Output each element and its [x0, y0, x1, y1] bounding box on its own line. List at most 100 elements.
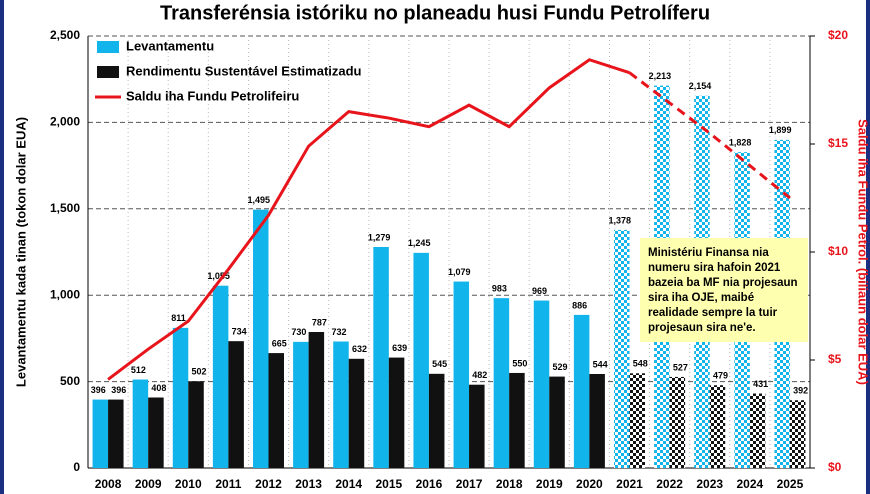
bar [573, 314, 590, 468]
data-label: 544 [593, 359, 608, 369]
bar [148, 397, 164, 468]
data-label: 529 [553, 362, 568, 372]
data-label: 734 [232, 327, 247, 337]
data-label: 1,899 [769, 125, 792, 135]
data-label: 730 [291, 327, 306, 337]
x-tick-label: 2020 [576, 477, 603, 491]
bar [132, 379, 149, 468]
data-label: 787 [312, 317, 327, 327]
bar [253, 209, 269, 468]
data-label: 732 [331, 327, 346, 337]
data-label: 431 [753, 379, 768, 389]
y2-tick-label: $15 [828, 136, 848, 150]
data-label: 548 [633, 359, 648, 369]
data-label: 527 [673, 362, 688, 372]
data-label: 983 [492, 284, 507, 294]
bar [614, 229, 630, 468]
bar [333, 341, 349, 468]
chart-title: Transferénsia istóriku no planeadu husi … [160, 2, 710, 24]
data-label: 392 [793, 386, 808, 396]
x-tick-label: 2012 [255, 477, 282, 491]
data-label: 1,055 [207, 271, 230, 281]
x-tick-label: 2016 [416, 477, 443, 491]
y-axis-label: Levantamentu kada tinan (tokon dolar EUA… [13, 117, 28, 387]
bar [188, 381, 204, 468]
data-label: 1,828 [729, 137, 752, 147]
data-label: 1,079 [448, 267, 471, 277]
data-label: 408 [151, 383, 166, 393]
y2-axis-label: Saldu iha Fundu Petrol. (biliaun dolar E… [856, 119, 870, 385]
bar [493, 298, 510, 468]
bar [108, 399, 124, 468]
bar [212, 285, 229, 468]
bar [388, 357, 405, 468]
data-label: 969 [532, 286, 547, 296]
x-tick-label: 2017 [456, 477, 483, 491]
data-label: 1,378 [608, 215, 631, 225]
bar [589, 373, 605, 468]
y-tick-label: 500 [60, 374, 80, 388]
bar [172, 327, 189, 468]
y-tick-label: 0 [73, 460, 80, 474]
y2-tick-label: $20 [828, 28, 848, 42]
x-tick-label: 2010 [175, 477, 202, 491]
y2-tick-label: $0 [828, 460, 842, 474]
bar [308, 332, 325, 468]
data-label: 1,245 [408, 238, 431, 248]
x-tick-label: 2019 [536, 477, 563, 491]
bar [469, 384, 485, 468]
bar [428, 373, 445, 468]
legend-swatch [97, 66, 119, 78]
bar [453, 281, 470, 468]
bar [228, 341, 244, 468]
y-tick-label: 2,500 [50, 28, 80, 42]
data-label: 512 [131, 365, 146, 375]
x-tick-label: 2018 [496, 477, 523, 491]
legend-label: Saldu iha Fundu Petrolifeiru [126, 88, 299, 103]
x-tick-label: 2009 [135, 477, 162, 491]
x-tick-label: 2011 [215, 477, 241, 491]
line-series [107, 58, 630, 381]
y2-tick-label: $5 [828, 352, 842, 366]
bar [533, 300, 550, 468]
x-tick-label: 2008 [95, 477, 122, 491]
data-label: 2,213 [649, 71, 672, 81]
x-tick-label: 2023 [696, 477, 723, 491]
y2-tick-label: $10 [828, 244, 848, 258]
x-tick-label: 2022 [656, 477, 683, 491]
x-tick-label: 2021 [616, 477, 643, 491]
line-series [628, 71, 791, 200]
bar [669, 376, 686, 468]
bar [293, 341, 309, 468]
bar [92, 399, 109, 468]
bar [413, 252, 429, 468]
legend-label: Levantamentu [126, 38, 214, 53]
annotation: Ministériu Finansa nia numeru sira hafoi… [640, 238, 808, 342]
bar [549, 376, 565, 468]
bar [348, 358, 365, 468]
x-tick-label: 2015 [375, 477, 402, 491]
x-tick-label: 2014 [335, 477, 362, 491]
data-label: 482 [472, 370, 487, 380]
x-tick-label: 2024 [736, 477, 763, 491]
bar [709, 385, 726, 468]
data-label: 1,495 [247, 195, 270, 205]
bar [789, 400, 806, 468]
bar [629, 373, 645, 468]
y-tick-label: 2,000 [50, 115, 80, 129]
data-label: 2,154 [689, 81, 712, 91]
x-tick-label: 2025 [777, 477, 804, 491]
data-label: 479 [713, 371, 728, 381]
bar [268, 353, 284, 468]
data-label: 396 [91, 385, 106, 395]
data-label: 811 [171, 313, 186, 323]
data-label: 665 [272, 338, 287, 348]
data-label: 550 [512, 358, 527, 368]
data-label: 396 [111, 385, 126, 395]
data-label: 1,279 [368, 232, 391, 242]
x-tick-label: 2013 [295, 477, 322, 491]
data-label: 632 [352, 344, 367, 354]
data-label: 886 [572, 300, 587, 310]
bar [749, 393, 766, 468]
data-label: 639 [392, 343, 407, 353]
